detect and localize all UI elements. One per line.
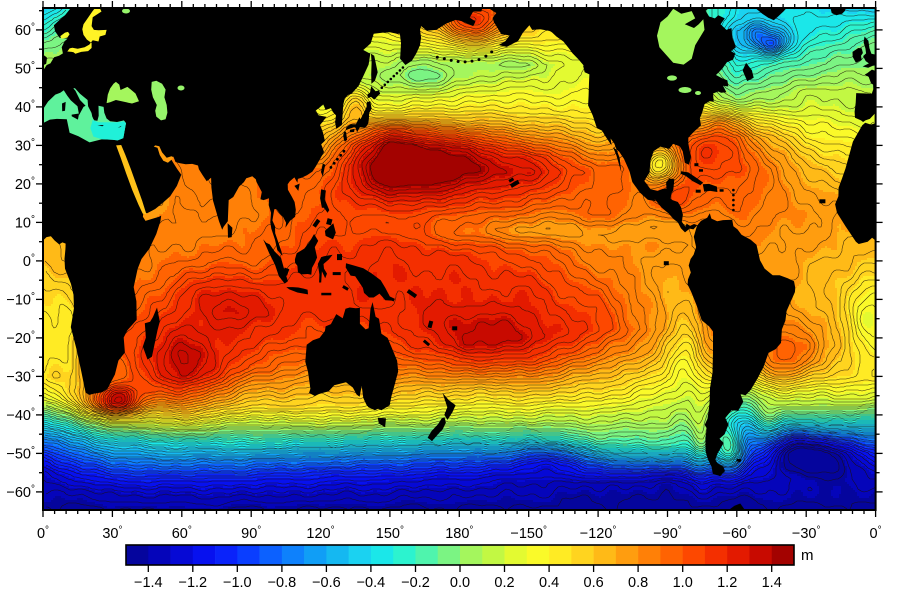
- svg-text:60°: 60°: [15, 22, 35, 39]
- svg-text:90°: 90°: [241, 525, 261, 542]
- svg-text:−0.4: −0.4: [357, 575, 386, 591]
- svg-text:−20°: −20°: [6, 330, 35, 347]
- svg-text:120°: 120°: [306, 525, 334, 542]
- svg-text:1.4: 1.4: [762, 575, 782, 591]
- svg-text:60°: 60°: [172, 525, 192, 542]
- svg-text:10°: 10°: [15, 214, 35, 231]
- svg-text:−120°: −120°: [580, 525, 617, 542]
- svg-text:40°: 40°: [15, 99, 35, 116]
- svg-text:0.6: 0.6: [584, 575, 604, 591]
- svg-text:−30°: −30°: [792, 525, 821, 542]
- svg-text:150°: 150°: [376, 525, 404, 542]
- svg-text:30°: 30°: [102, 525, 122, 542]
- svg-text:−50°: −50°: [6, 445, 35, 462]
- svg-text:1.2: 1.2: [717, 575, 737, 591]
- svg-text:−90°: −90°: [653, 525, 682, 542]
- svg-text:−150°: −150°: [510, 525, 547, 542]
- svg-text:−0.2: −0.2: [401, 575, 430, 591]
- svg-text:−40°: −40°: [6, 407, 35, 424]
- svg-text:0.2: 0.2: [494, 575, 514, 591]
- svg-text:−60°: −60°: [722, 525, 751, 542]
- svg-text:0.0: 0.0: [450, 575, 470, 591]
- svg-text:20°: 20°: [15, 176, 35, 193]
- svg-text:−10°: −10°: [6, 291, 35, 308]
- svg-text:0.4: 0.4: [539, 575, 559, 591]
- svg-text:m: m: [801, 547, 814, 564]
- svg-text:1.0: 1.0: [673, 575, 693, 591]
- svg-text:180°: 180°: [445, 525, 473, 542]
- svg-text:−1.0: −1.0: [223, 575, 252, 591]
- svg-text:−0.8: −0.8: [268, 575, 297, 591]
- svg-text:−0.6: −0.6: [312, 575, 341, 591]
- svg-text:0.8: 0.8: [628, 575, 648, 591]
- svg-text:50°: 50°: [15, 60, 35, 77]
- svg-text:−1.2: −1.2: [178, 575, 207, 591]
- svg-text:−60°: −60°: [6, 484, 35, 501]
- svg-text:−1.4: −1.4: [134, 575, 163, 591]
- svg-text:−30°: −30°: [6, 368, 35, 385]
- svg-text:30°: 30°: [15, 137, 35, 154]
